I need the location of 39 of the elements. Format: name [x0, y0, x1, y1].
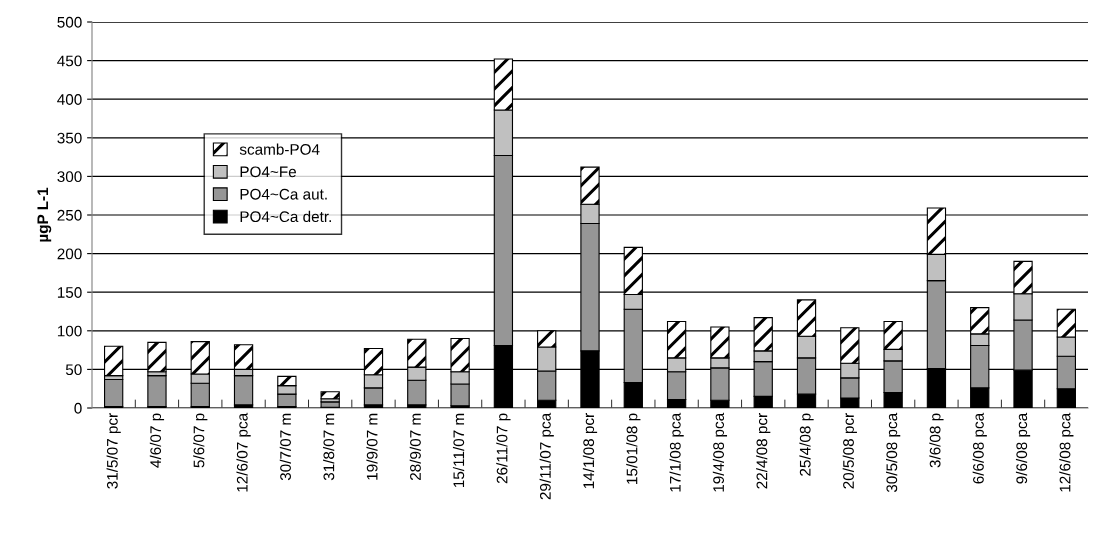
legend-label: PO4~Fe	[240, 166, 296, 178]
x-tick-label: 15/11/07 m	[452, 413, 465, 487]
x-tick-label: 19/4/08 pca	[712, 412, 728, 492]
x-tick-label: 20/5/08 pcr	[842, 413, 857, 489]
x-tick-label: 22/4/08 pcr	[756, 413, 771, 489]
y-tick-label: 350	[57, 132, 82, 144]
x-tick-label: 19/9/07 m	[366, 413, 378, 480]
x-tick-label: 12/6/08 pca	[1059, 412, 1074, 492]
x-tick-label: 5/6/07 p	[193, 413, 208, 468]
y-tick-label: 400	[57, 94, 82, 105]
legend-label: PO4~Ca detr.	[240, 210, 331, 223]
x-tick-label: 3/6/08 p	[929, 413, 944, 468]
x-tick-label: 28/9/07 m	[409, 413, 421, 481]
x-tick-label: 26/11/07 p	[496, 413, 511, 484]
y-tick-label: 100	[57, 325, 82, 337]
x-tick-label: 17/1/08 pca	[669, 412, 684, 492]
y-tick-label: 250	[57, 209, 82, 221]
x-tick-label: 31/5/07 pcr	[106, 413, 121, 489]
y-tick-label: 0	[74, 402, 82, 414]
y-tick-label: 150	[57, 287, 82, 298]
x-tick-label: 29/11/07 pca	[539, 412, 554, 500]
y-tick-label: 450	[57, 55, 82, 67]
x-tick-label: 30/7/07 m	[279, 413, 291, 481]
x-tick-label: 6/6/08 pca	[972, 412, 987, 484]
x-tick-label: 30/5/08 pca	[886, 412, 901, 493]
x-tick-label: 31/8/07 m	[323, 413, 335, 481]
legend-label: scamb-PO4	[239, 143, 320, 155]
y-axis-title: µgP L-1	[37, 187, 52, 242]
x-tick-label: 15/01/08 p	[626, 413, 641, 484]
legend-label: PO4~Ca aut.	[240, 188, 327, 200]
x-tick-label: 25/4/08 p	[799, 413, 814, 476]
y-tick-label: 300	[57, 171, 82, 183]
y-tick-label: 200	[57, 248, 82, 260]
y-tick-label: 50	[65, 364, 82, 376]
y-tick-label: 500	[57, 16, 82, 28]
x-tick-label: 14/1/08 pcr	[582, 413, 598, 489]
x-tick-label: 9/6/08 pca	[1015, 412, 1031, 484]
x-tick-label: 12/6/07 pca	[236, 412, 251, 492]
x-tick-label: 4/6/07 p	[149, 413, 165, 468]
